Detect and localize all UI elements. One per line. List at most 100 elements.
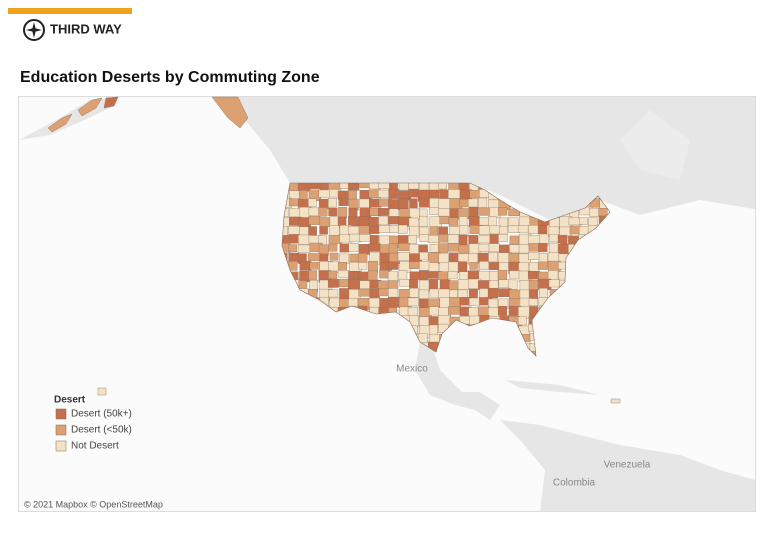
commuting-zone	[478, 235, 491, 244]
commuting-zone	[428, 234, 440, 243]
commuting-zone	[438, 208, 452, 217]
commuting-zone	[458, 244, 469, 256]
commuting-zone	[387, 296, 400, 308]
commuting-zone	[339, 298, 350, 309]
commuting-zone	[388, 188, 399, 199]
commuting-zone	[527, 271, 541, 280]
commuting-zone	[418, 289, 429, 300]
commuting-zone	[348, 190, 357, 200]
commuting-zone	[508, 217, 519, 226]
commuting-zone	[448, 217, 459, 227]
commuting-zone	[508, 279, 518, 290]
commuting-zone	[418, 197, 430, 208]
commuting-zone	[387, 216, 400, 225]
commuting-zone	[487, 287, 499, 299]
commuting-zone	[488, 216, 497, 227]
commuting-zone	[338, 278, 350, 288]
commuting-zone	[518, 244, 529, 254]
commuting-zone	[447, 189, 461, 199]
commuting-zone	[348, 243, 359, 252]
commuting-zone	[409, 287, 419, 298]
commuting-zone	[428, 278, 439, 291]
commuting-zone	[538, 288, 548, 298]
commuting-zone	[369, 288, 380, 299]
land-caribbean	[505, 380, 600, 395]
commuting-zone	[399, 279, 411, 287]
brand-bar	[8, 8, 132, 14]
commuting-zone	[397, 198, 409, 210]
commuting-zone	[319, 226, 328, 235]
commuting-zone	[557, 243, 570, 255]
commuting-zone	[327, 279, 339, 288]
commuting-zone	[439, 279, 451, 291]
page-title: Education Deserts by Commuting Zone	[20, 69, 320, 86]
commuting-zone	[459, 225, 469, 237]
commuting-zone	[428, 262, 439, 273]
commuting-zone	[368, 226, 380, 234]
commuting-zone	[409, 279, 419, 290]
commuting-zone	[457, 279, 470, 290]
commuting-zone	[498, 234, 508, 242]
commuting-zone	[518, 262, 529, 272]
commuting-zone	[478, 243, 490, 252]
attribution: © 2021 Mapbox © OpenStreetMap	[24, 499, 163, 509]
commuting-zone	[489, 262, 501, 271]
logo-star	[26, 22, 42, 38]
commuting-zone	[338, 253, 350, 264]
commuting-zone	[319, 217, 331, 227]
commuting-zone	[398, 224, 408, 234]
commuting-zone	[357, 253, 368, 263]
commuting-zone	[468, 216, 480, 227]
commuting-zone	[528, 251, 540, 260]
commuting-zone	[468, 235, 478, 245]
commuting-zone	[429, 207, 440, 216]
commuting-zone	[478, 225, 492, 235]
commuting-zone	[299, 261, 312, 271]
commuting-zone	[447, 234, 459, 244]
commuting-zone	[358, 262, 368, 270]
place-label: Venezuela	[604, 460, 651, 471]
commuting-zone	[509, 270, 521, 279]
commuting-zone	[328, 289, 339, 298]
commuting-zone	[469, 243, 481, 254]
commuting-zone	[438, 243, 449, 253]
commuting-zone	[359, 234, 372, 242]
brand-name: THIRD WAY	[50, 21, 122, 36]
commuting-zone	[328, 207, 338, 216]
commuting-zone	[103, 96, 119, 109]
commuting-zone	[498, 262, 509, 272]
commuting-zone	[407, 306, 419, 317]
legend-swatch	[55, 408, 67, 420]
commuting-zone	[319, 253, 329, 262]
place-label: Mexico	[396, 364, 428, 375]
commuting-zone	[337, 270, 350, 278]
commuting-zone	[308, 198, 317, 208]
legend-label: Not Desert	[71, 441, 119, 452]
commuting-zone	[211, 96, 249, 129]
commuting-zone	[508, 298, 520, 308]
commuting-zone	[398, 243, 410, 251]
us-outline	[281, 182, 611, 357]
commuting-zone	[429, 216, 442, 228]
commuting-zone	[358, 244, 370, 255]
commuting-zone	[429, 306, 440, 316]
commuting-zone	[328, 243, 338, 252]
commuting-zone	[548, 279, 560, 288]
commuting-zone	[479, 261, 489, 270]
land-mexico	[300, 290, 500, 420]
commuting-zone	[508, 225, 520, 233]
commuting-zone	[379, 298, 389, 309]
commuting-zone	[457, 261, 468, 273]
commuting-zone	[318, 189, 331, 198]
commuting-zone	[407, 235, 417, 244]
commuting-zone	[537, 225, 548, 235]
commuting-zone	[527, 235, 541, 244]
commuting-zone	[318, 198, 329, 209]
commuting-zone	[429, 197, 440, 209]
commuting-zone	[459, 271, 469, 281]
commuting-zone	[47, 113, 73, 133]
commuting-zone	[419, 234, 430, 242]
alaska-zones	[47, 96, 621, 404]
commuting-zone	[288, 234, 300, 244]
commuting-zone	[439, 216, 450, 225]
